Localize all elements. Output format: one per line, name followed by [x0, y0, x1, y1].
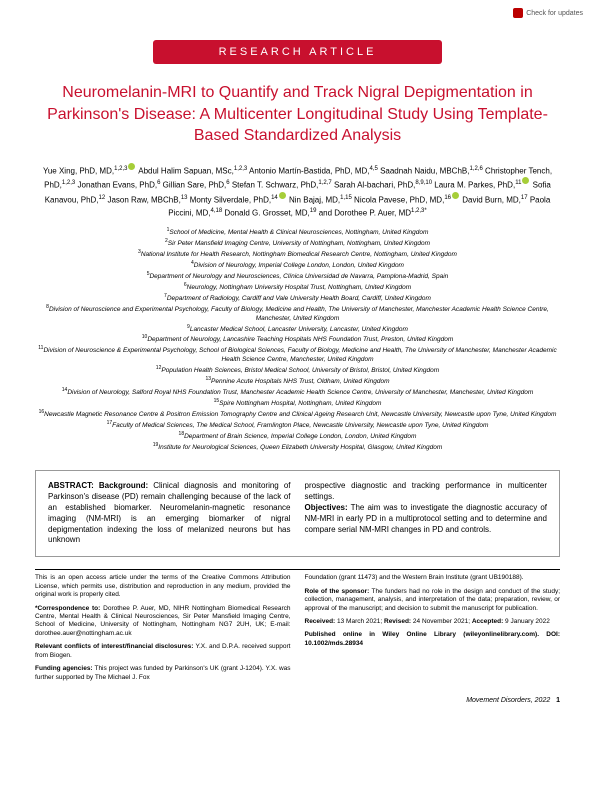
- footnotes-left: This is an open access article under the…: [35, 574, 291, 687]
- funding-cont-text: Foundation (grant 11473) and the Western…: [305, 574, 561, 582]
- affiliations-block: 1School of Medicine, Mental Health & Cli…: [35, 227, 560, 452]
- abstract-right-col: prospective diagnostic and tracking perf…: [305, 481, 548, 546]
- open-access-text: This is an open access article under the…: [35, 574, 291, 599]
- published-text: Published online in Wiley Online Library…: [305, 631, 561, 648]
- authors-block: Yue Xing, PhD, MD,1,2,3 Abdul Halim Sapu…: [35, 163, 560, 220]
- sponsor-text: Role of the sponsor: The funders had no …: [305, 588, 561, 613]
- abstract-box: ABSTRACT: Background: Clinical diagnosis…: [35, 470, 560, 557]
- orcid-icon: [522, 177, 529, 184]
- footnotes-block: This is an open access article under the…: [35, 574, 560, 687]
- page-number: 1: [556, 697, 560, 704]
- orcid-icon: [452, 192, 459, 199]
- funding-text: Funding agencies: This project was funde…: [35, 665, 291, 682]
- check-updates-label: Check for updates: [526, 10, 583, 17]
- footnote-rule: [35, 569, 560, 570]
- dates-text: Received: 13 March 2021; Revised: 24 Nov…: [305, 618, 561, 626]
- journal-name: Movement Disorders, 2022: [466, 697, 550, 704]
- check-updates-icon: [513, 8, 523, 18]
- page-footer: Movement Disorders, 2022 1: [35, 697, 560, 704]
- orcid-icon: [128, 163, 135, 170]
- footnotes-right: Foundation (grant 11473) and the Western…: [305, 574, 561, 687]
- correspondence-text: *Correspondence to: Dorothee P. Auer, MD…: [35, 605, 291, 639]
- abstract-left-col: ABSTRACT: Background: Clinical diagnosis…: [48, 481, 291, 546]
- orcid-icon: [279, 192, 286, 199]
- article-title: Neuromelanin-MRI to Quantify and Track N…: [35, 82, 560, 147]
- article-type-bar: RESEARCH ARTICLE: [153, 40, 442, 64]
- check-updates-badge[interactable]: Check for updates: [513, 8, 583, 18]
- conflicts-text: Relevant conflicts of interest/financial…: [35, 643, 291, 660]
